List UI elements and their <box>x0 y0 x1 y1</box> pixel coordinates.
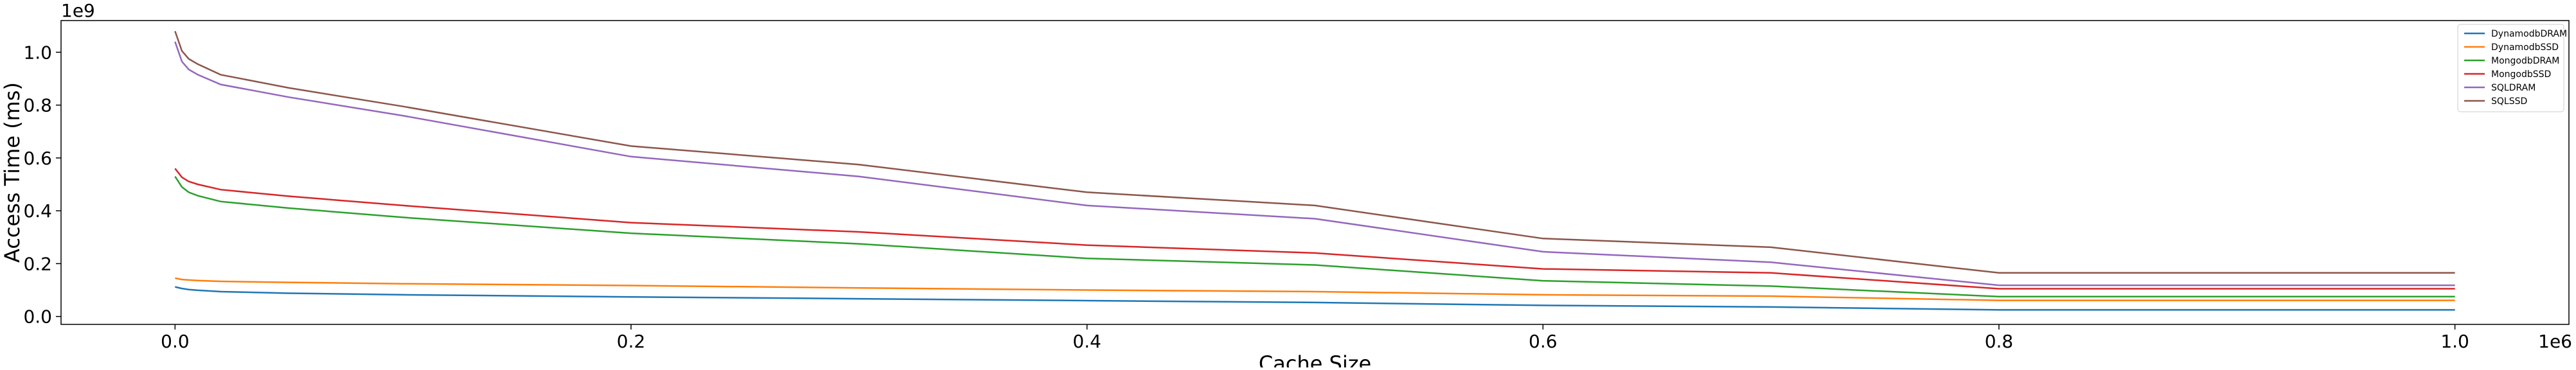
x-tick-label: 0.6 <box>1529 331 1558 352</box>
x-tick-label: 0.4 <box>1072 331 1101 352</box>
series-line-MongodbSSD <box>174 168 2455 290</box>
legend-label: SQLSSD <box>2491 96 2527 107</box>
series-line-DynamodbSSD <box>175 277 2455 301</box>
y-tick-label: 0.4 <box>23 200 52 222</box>
y-tick-label: 0.8 <box>23 95 52 116</box>
x-offset-label: 1e6 <box>2538 331 2572 352</box>
x-tick-label: 1.0 <box>2440 331 2469 352</box>
legend-label: MongodbSSD <box>2491 69 2551 80</box>
y-tick-label: 0.2 <box>23 253 52 274</box>
y-offset-label: 1e9 <box>61 0 95 21</box>
y-tick-label: 1.0 <box>23 42 52 63</box>
legend: DynamodbDRAM DynamodbSSD MongodbDRAM Mongod… <box>2457 24 2567 112</box>
legend-label: DynamodbSSD <box>2491 42 2559 53</box>
series-layer <box>174 31 2455 311</box>
x-tick-label: 0.0 <box>161 331 190 352</box>
series-line-SQLDRAM <box>174 41 2455 286</box>
legend-label: MongodbDRAM <box>2491 56 2559 66</box>
y-tick-label: 0.6 <box>23 148 52 169</box>
legend-label: DynamodbDRAM <box>2491 29 2567 39</box>
y-axis-label: Access Time (ms) <box>0 82 24 263</box>
plot-frame <box>60 20 2570 325</box>
y-tick-label: 0.0 <box>23 306 52 328</box>
series-line-SQLSSD <box>174 31 2455 274</box>
x-axis: 0.0 0.2 0.4 0.6 0.8 1.0 <box>161 324 2469 352</box>
y-axis: 0.0 0.2 0.4 0.6 0.8 1.0 <box>23 42 61 328</box>
series-line-MongodbDRAM <box>174 176 2455 298</box>
x-axis-label: Cache Size <box>1259 351 1371 367</box>
x-tick-label: 0.2 <box>617 331 646 352</box>
x-tick-label: 0.8 <box>1985 331 2014 352</box>
series-line-DynamodbDRAM <box>175 286 2455 311</box>
legend-label: SQLDRAM <box>2491 83 2536 93</box>
